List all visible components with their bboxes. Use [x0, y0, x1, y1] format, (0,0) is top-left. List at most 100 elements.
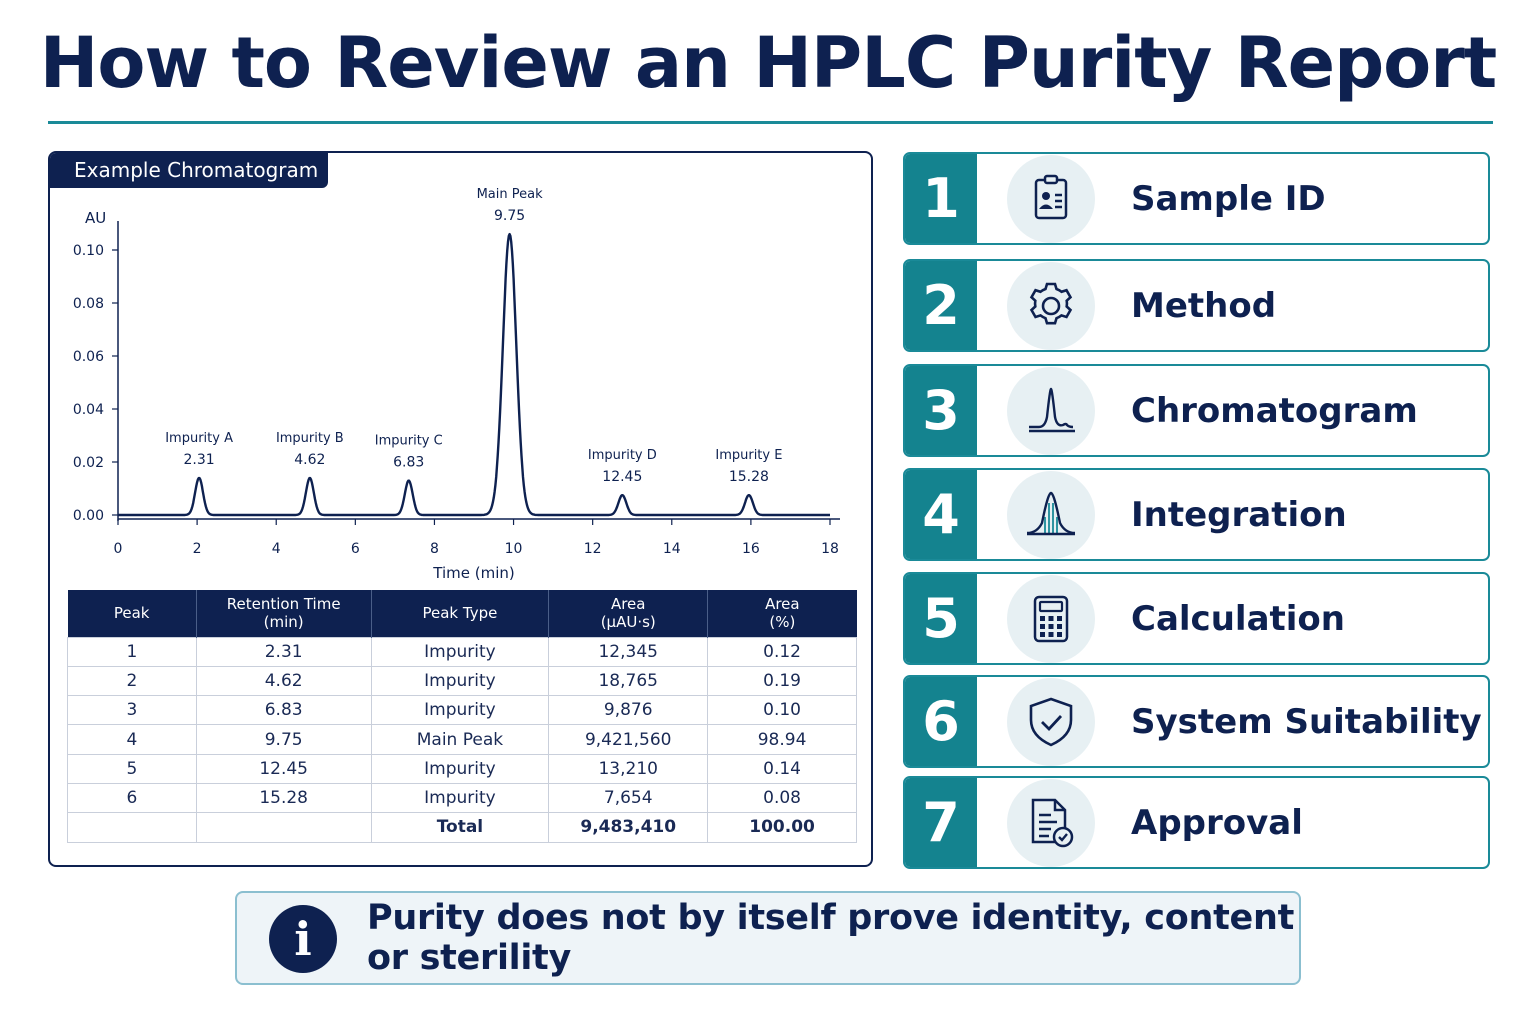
chart-panel-tab: Example Chromatogram: [50, 153, 328, 188]
table-body: 1 2.31 Impurity 12,345 0.12 2 4.62 Impurity 18,7…: [67, 636, 857, 843]
id-card-icon: [1007, 154, 1095, 243]
page-title: How to Review an HPLC Purity Report: [39, 22, 1498, 104]
table-cell: Impurity: [370, 665, 550, 697]
table-cell: Impurity: [370, 782, 550, 814]
table-cell: [67, 812, 197, 843]
table-cell: 0.08: [707, 782, 857, 814]
peak-name-label: Impurity C: [375, 434, 443, 449]
table-cell: 9,483,410: [548, 812, 709, 843]
y-tick-label: 0.10: [73, 243, 104, 259]
y-axis-label: AU: [85, 209, 106, 227]
table-cell: [195, 812, 372, 843]
x-tick-label: 2: [193, 541, 202, 557]
step-label: Chromatogram: [1131, 390, 1418, 431]
table-cell: 0.10: [707, 695, 857, 726]
table-row: 4 9.75 Main Peak 9,421,560 98.94: [67, 724, 857, 755]
table-cell: 100.00: [707, 812, 857, 843]
step-card: 4 Integration: [903, 468, 1490, 561]
table-cell: 2.31: [195, 636, 372, 667]
step-number: 3: [905, 366, 977, 455]
peak-name-label: Main Peak: [477, 187, 544, 202]
y-tick-label: 0.08: [73, 296, 104, 312]
table-cell: Total: [370, 812, 550, 843]
table-header-cell: Area (µAU·s): [548, 590, 709, 637]
peak-annotation: Impurity A 2.31: [165, 431, 233, 468]
step-number: 1: [905, 154, 977, 243]
table-cell: 0.12: [707, 636, 857, 667]
x-tick-label: 4: [272, 541, 281, 557]
table-header-unit: (min): [263, 613, 304, 632]
peak-table: Peak Retention Time (min) Peak Type Area (µAU…: [67, 590, 857, 843]
table-row: 2 4.62 Impurity 18,765 0.19: [67, 665, 857, 697]
peak-rt-label: 6.83: [393, 455, 424, 471]
table-cell: Impurity: [370, 753, 550, 784]
table-cell: Impurity: [370, 636, 550, 667]
x-axis-label: Time (min): [432, 564, 514, 582]
table-cell: 4.62: [195, 665, 372, 697]
peak-name-label: Impurity A: [165, 431, 233, 446]
x-tick-label: 14: [663, 541, 681, 557]
table-header-text: Retention Time: [226, 595, 341, 614]
step-number: 4: [905, 470, 977, 559]
table-header-text: Peak: [113, 604, 150, 623]
table-row: 6 15.28 Impurity 7,654 0.08: [67, 782, 857, 814]
table-header-unit: (%): [769, 613, 796, 632]
peak-rt-label: 12.45: [602, 469, 642, 485]
table-cell: 0.19: [707, 665, 857, 697]
step-card: 3 Chromatogram: [903, 364, 1490, 457]
table-row: 3 6.83 Impurity 9,876 0.10: [67, 695, 857, 726]
step-label: Method: [1131, 285, 1277, 326]
x-tick-label: 18: [821, 541, 839, 557]
step-label: Sample ID: [1131, 178, 1326, 219]
peak-rt-label: 4.62: [294, 452, 325, 468]
table-header-cell: Area (%): [707, 590, 857, 637]
peak-rt-label: 15.28: [729, 469, 769, 485]
table-cell: 3: [67, 695, 197, 726]
step-card: 6 System Suitability: [903, 675, 1490, 768]
step-number: 2: [905, 261, 977, 350]
table-header-text: Peak Type: [422, 604, 498, 623]
x-tick-label: 6: [351, 541, 360, 557]
document-check-icon: [1007, 778, 1095, 867]
table-cell: 12,345: [548, 636, 709, 667]
table-header-cell: Peak Type: [371, 590, 550, 637]
table-cell: 9,876: [548, 695, 709, 726]
peak-icon: [1007, 366, 1095, 455]
table-cell: 9,421,560: [548, 724, 709, 755]
table-row: 5 12.45 Impurity 13,210 0.14: [67, 753, 857, 784]
table-cell: 5: [67, 753, 197, 784]
info-note: i Purity does not by itself prove identi…: [235, 891, 1301, 985]
peak-name-label: Impurity B: [276, 431, 344, 446]
step-card: 2 Method: [903, 259, 1490, 352]
table-cell: 6: [67, 782, 197, 814]
table-header-row: Peak Retention Time (min) Peak Type Area (µAU…: [67, 590, 857, 637]
peak-rt-label: 9.75: [494, 208, 525, 224]
x-tick-label: 10: [505, 541, 523, 557]
table-cell: 7,654: [548, 782, 709, 814]
table-header-unit: (µAU·s): [600, 613, 656, 632]
table-cell: 18,765: [548, 665, 709, 697]
step-card: 1 Sample ID: [903, 152, 1490, 245]
peak-annotation: Impurity C 6.83: [375, 434, 443, 471]
table-cell: 6.83: [195, 695, 372, 726]
info-note-text: Purity does not by itself prove identity…: [367, 898, 1295, 978]
step-label: Integration: [1131, 494, 1347, 535]
table-cell: 12.45: [195, 753, 372, 784]
peak-annotation: Main Peak 9.75: [477, 187, 544, 224]
peak-annotation: Impurity D 12.45: [588, 448, 657, 485]
peak-annotation: Impurity B 4.62: [276, 431, 344, 468]
step-label: Calculation: [1131, 598, 1345, 639]
table-cell: 13,210: [548, 753, 709, 784]
table-header-text: Area: [610, 595, 646, 614]
step-number: 6: [905, 677, 977, 766]
title-divider: [48, 121, 1493, 124]
peak-rt-label: 2.31: [184, 452, 215, 468]
table-cell: Impurity: [370, 695, 550, 726]
table-row: 1 2.31 Impurity 12,345 0.12: [67, 636, 857, 667]
table-header-text: Area: [765, 595, 800, 614]
chromatogram-trace: [117, 232, 831, 517]
step-number: 7: [905, 778, 977, 867]
table-header-cell: Peak: [67, 590, 197, 637]
x-tick-label: 8: [430, 541, 439, 557]
table-cell: 0.14: [707, 753, 857, 784]
